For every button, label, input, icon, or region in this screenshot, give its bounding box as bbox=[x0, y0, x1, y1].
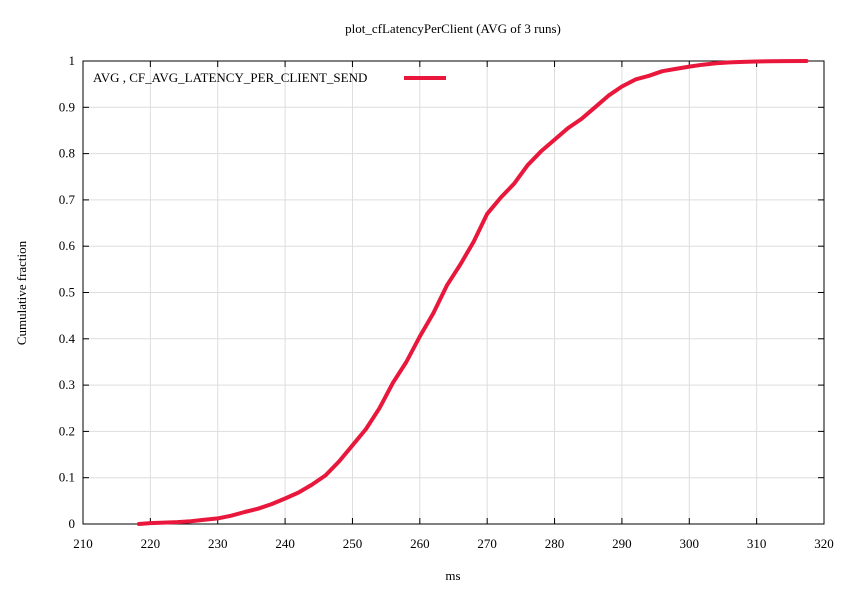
y-tick-label: 0.2 bbox=[59, 423, 75, 438]
y-tick-label: 1 bbox=[69, 53, 76, 68]
x-tick-label: 270 bbox=[477, 536, 497, 551]
x-axis-label: ms bbox=[445, 568, 460, 583]
x-tick-label: 260 bbox=[410, 536, 430, 551]
legend-label: AVG , CF_AVG_LATENCY_PER_CLIENT_SEND bbox=[93, 70, 367, 85]
y-tick-label: 0 bbox=[69, 516, 76, 531]
x-tick-label: 300 bbox=[680, 536, 700, 551]
y-tick-label: 0.1 bbox=[59, 470, 75, 485]
x-tick-label: 280 bbox=[545, 536, 565, 551]
x-tick-label: 310 bbox=[747, 536, 767, 551]
chart-title: plot_cfLatencyPerClient (AVG of 3 runs) bbox=[345, 21, 561, 36]
legend: AVG , CF_AVG_LATENCY_PER_CLIENT_SEND bbox=[93, 70, 446, 85]
grid bbox=[83, 61, 824, 524]
y-tick-label: 0.8 bbox=[59, 146, 75, 161]
y-tick-label: 0.4 bbox=[59, 331, 76, 346]
y-tick-label: 0.3 bbox=[59, 377, 75, 392]
x-tick-label: 290 bbox=[612, 536, 632, 551]
x-tick-label: 320 bbox=[814, 536, 834, 551]
series-layer bbox=[136, 59, 809, 526]
y-tick-label: 0.6 bbox=[59, 238, 76, 253]
x-tick-label: 220 bbox=[141, 536, 161, 551]
y-axis-label: Cumulative fraction bbox=[14, 240, 29, 345]
x-tick-label: 250 bbox=[343, 536, 363, 551]
x-tick-label: 240 bbox=[275, 536, 295, 551]
x-tick-label: 210 bbox=[73, 536, 93, 551]
x-tick-label: 230 bbox=[208, 536, 228, 551]
y-tick-label: 0.9 bbox=[59, 99, 75, 114]
y-tick-label: 0.7 bbox=[59, 192, 76, 207]
series-line bbox=[136, 59, 809, 526]
y-tick-label: 0.5 bbox=[59, 285, 75, 300]
ticks: 210 220 230 240 250 260 270 280 290 300 310 320 0 0.1… bbox=[59, 53, 834, 551]
